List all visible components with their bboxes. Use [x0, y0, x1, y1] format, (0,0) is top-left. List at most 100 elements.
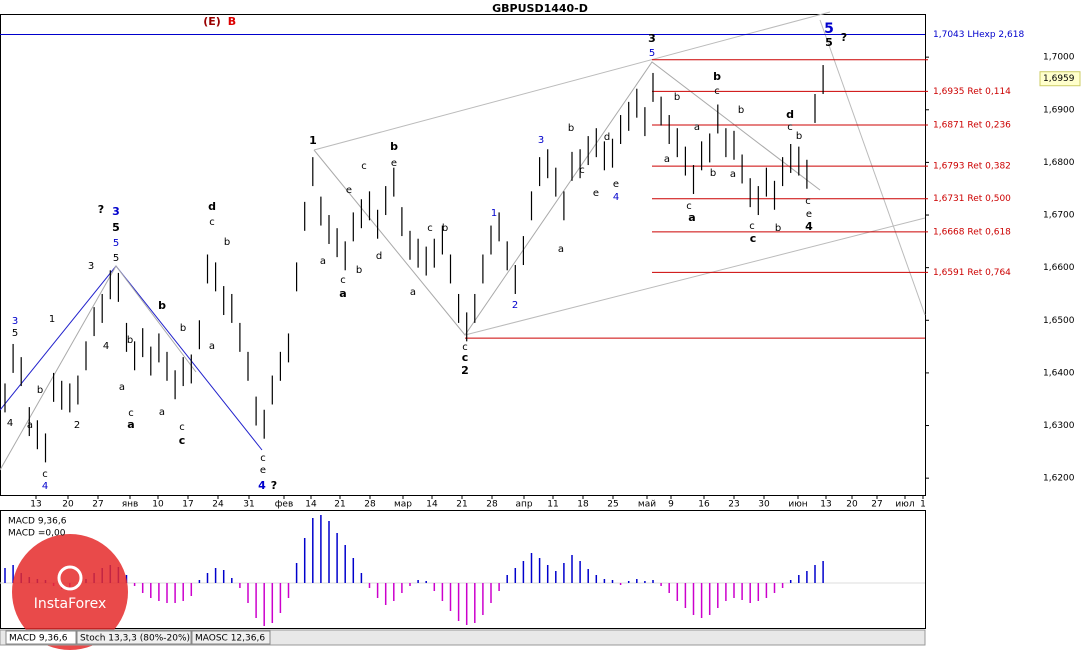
wave-label: 4	[7, 418, 13, 429]
wave-label: 5	[649, 48, 655, 59]
wave-label: c	[340, 275, 346, 286]
x-tick-label: 10	[152, 500, 164, 510]
x-tick-label: 17	[182, 500, 193, 510]
wave-label: b	[356, 265, 362, 276]
wave-label: 2	[74, 420, 80, 431]
wave-label: c	[686, 201, 692, 212]
x-tick-label: 13	[820, 500, 831, 510]
tab-label[interactable]: MAOSC 12,36,6	[195, 634, 265, 644]
x-tick-label: 14	[426, 500, 438, 510]
wave-label: b	[713, 70, 721, 83]
wave-label: a	[694, 122, 700, 133]
chart-title: GBPUSD1440-D	[492, 2, 588, 15]
wave-label: 5	[113, 253, 119, 264]
wave-label: b	[390, 140, 398, 153]
tab[interactable]	[191, 630, 271, 645]
wave-label: 3	[88, 261, 94, 272]
wave-label: e	[593, 188, 599, 199]
wave-label: 3	[112, 205, 120, 218]
wave-label: a	[730, 169, 736, 180]
current-price-box	[1039, 71, 1081, 87]
wave-label: c	[260, 453, 266, 464]
wave-label: c	[179, 434, 186, 447]
wave-label: c	[361, 161, 367, 172]
x-tick-label: 1	[920, 500, 926, 510]
wave-label: e	[346, 185, 352, 196]
wave-label: b	[796, 131, 802, 142]
wave-label: 3	[12, 316, 18, 327]
wave-label: 2	[512, 300, 518, 311]
logo-icon	[57, 565, 83, 591]
wave-label: c	[462, 342, 468, 353]
wave-label: b	[127, 335, 133, 346]
x-tick-label: мар	[394, 500, 412, 510]
wave-label: 4	[103, 341, 109, 352]
wave-label: 1	[309, 134, 317, 147]
wave-label: 5	[112, 221, 120, 234]
y-tick-label: 1,6200	[1043, 474, 1075, 484]
wave-label: ?	[98, 203, 104, 216]
tab[interactable]	[76, 630, 192, 645]
tab[interactable]	[5, 630, 77, 645]
wave-label: B	[228, 15, 236, 28]
logo-badge	[12, 534, 128, 650]
y-tick-label: 1,6400	[1043, 368, 1075, 378]
x-tick-label: апр	[515, 500, 532, 510]
wave-label: c	[787, 122, 793, 133]
x-tick-label: 16	[698, 500, 710, 510]
wave-label: c	[179, 422, 185, 433]
logo-text: InstaForex	[34, 596, 107, 612]
wave-label: 4	[258, 479, 266, 492]
y-tick-label: 1,6900	[1043, 105, 1075, 115]
expansion-label: 1,7043 LHexp 2,618	[933, 30, 1024, 40]
wave-label: a	[27, 420, 33, 431]
wave-label: b	[37, 385, 43, 396]
price-frame	[0, 14, 926, 496]
y-tick-label: 1,6600	[1043, 263, 1075, 273]
channel-line	[819, 19, 926, 316]
x-tick-label: 28	[486, 500, 498, 510]
wave-label: ?	[841, 31, 847, 44]
y-tick-label: 1,6300	[1043, 421, 1075, 431]
wave-label: 2	[461, 364, 469, 377]
x-tick-label: 9	[668, 500, 674, 510]
wave-label: c	[579, 165, 585, 176]
level-label: 1,6668 Ret 0,618	[933, 227, 1011, 237]
wave-label: a	[119, 382, 125, 393]
wave-label: d	[208, 200, 216, 213]
x-tick-label: июн	[788, 500, 807, 510]
x-tick-label: 31	[243, 500, 254, 510]
wave-label: e	[613, 179, 619, 190]
wave-label: c	[462, 351, 469, 364]
wave-label: a	[558, 244, 564, 255]
x-tick-label: 11	[547, 500, 558, 510]
wave-label: (E)	[203, 15, 221, 28]
wave-label: 1	[49, 314, 55, 325]
x-tick-label: янв	[122, 500, 139, 510]
tab-label[interactable]: MACD 9,36,6	[9, 634, 68, 644]
level-label: 1,6871 Ret 0,236	[933, 121, 1011, 131]
wave-label: 4	[42, 481, 48, 492]
wave-label: b	[674, 92, 680, 103]
wave-label: b	[710, 168, 716, 179]
x-tick-label: 24	[212, 500, 224, 510]
x-tick-label: 20	[846, 500, 858, 510]
wave-label: 1	[491, 208, 497, 219]
macd-label: MACD 9,36,6	[8, 517, 67, 527]
x-tick-label: 20	[62, 500, 74, 510]
tab-label[interactable]: Stoch 13,3,3 (80%-20%)	[80, 634, 190, 644]
macd-frame	[0, 510, 926, 629]
wave-label: a	[127, 418, 134, 431]
x-tick-label: фев	[275, 500, 294, 510]
wave-label: b	[158, 299, 166, 312]
wave-label: c	[42, 469, 48, 480]
wave-label: c	[714, 86, 720, 97]
x-tick-label: 28	[364, 500, 376, 510]
x-tick-label: 21	[456, 500, 467, 510]
wave-label: e	[806, 209, 812, 220]
wave-label: a	[410, 287, 416, 298]
wave-label: b	[442, 223, 448, 234]
wave-label: 3	[538, 135, 544, 146]
wave-label: 4	[805, 220, 813, 233]
